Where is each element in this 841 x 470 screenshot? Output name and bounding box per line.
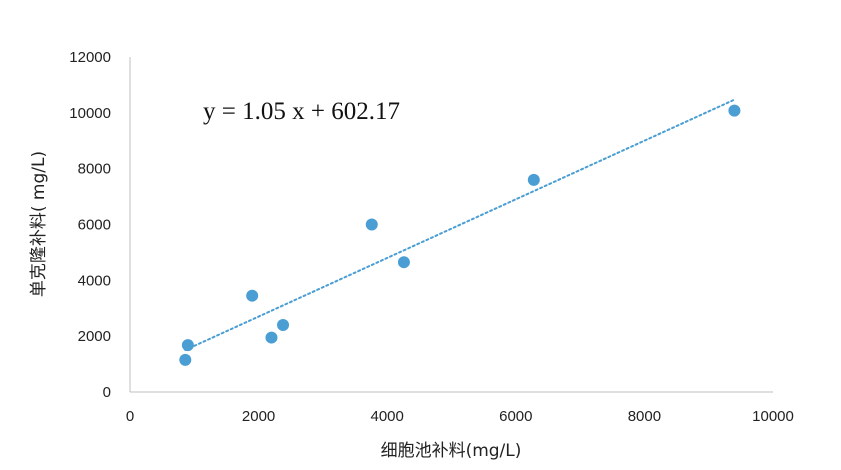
y-tick-label: 4000 — [78, 272, 111, 289]
y-tick-labels: 0 2000 4000 6000 8000 10000 12000 — [69, 49, 111, 401]
x-tick-label: 4000 — [371, 408, 404, 425]
trendline-equation: y = 1.05 x + 602.17 — [203, 98, 400, 125]
data-point — [397, 256, 410, 269]
data-point — [527, 173, 540, 186]
x-tick-label: 10000 — [752, 408, 794, 425]
x-tick-label: 8000 — [628, 408, 661, 425]
data-point — [365, 218, 378, 231]
x-tick-label: 6000 — [499, 408, 532, 425]
data-point — [246, 289, 259, 302]
y-tick-label: 12000 — [69, 49, 111, 66]
y-tick-label: 8000 — [78, 161, 111, 178]
y-tick-label: 10000 — [69, 105, 111, 122]
y-tick-label: 2000 — [78, 328, 111, 345]
y-tick-label: 6000 — [78, 217, 111, 234]
x-tick-label: 0 — [126, 408, 134, 425]
x-tick-label: 2000 — [242, 408, 275, 425]
data-points — [179, 104, 741, 366]
x-tick-labels: 0 2000 4000 6000 8000 10000 — [126, 408, 794, 425]
x-axis-title: 细胞池补料(mg/L) — [381, 441, 522, 461]
y-axis-title: 单克隆补料( mg/L) — [29, 151, 49, 297]
data-point — [277, 319, 290, 331]
data-point — [179, 353, 192, 366]
trendline — [184, 98, 736, 351]
y-tick-label: 0 — [103, 384, 111, 401]
data-point — [728, 104, 741, 117]
data-point — [265, 331, 278, 344]
data-point — [181, 339, 194, 352]
